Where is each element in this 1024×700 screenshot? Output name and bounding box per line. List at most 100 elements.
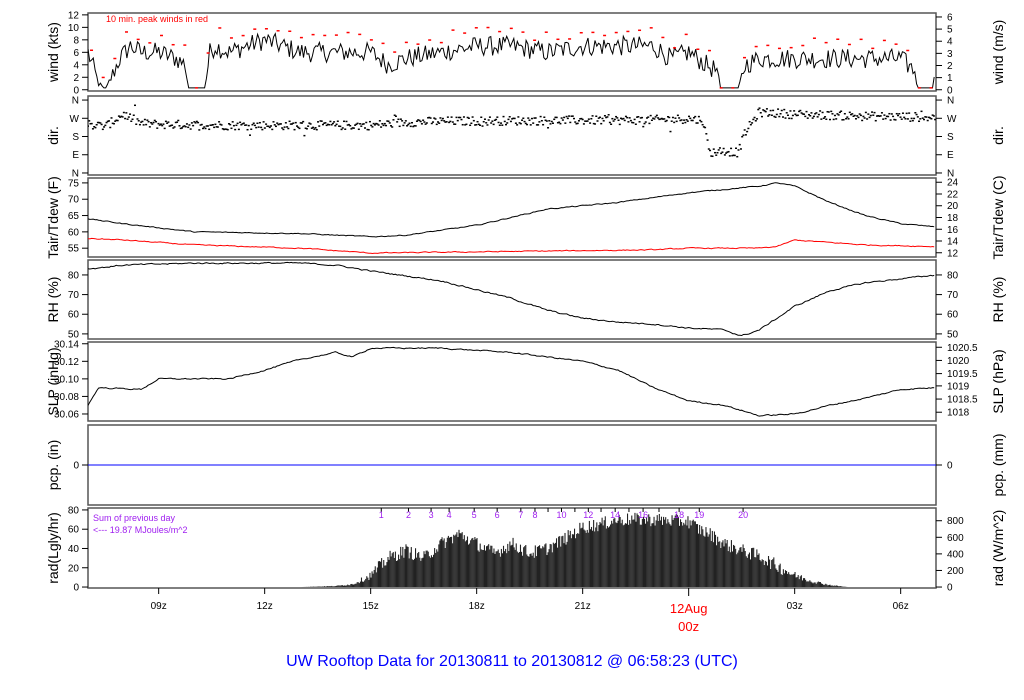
rad-left-tick-label: 20 <box>68 563 80 574</box>
dir-left-tick-label: E <box>72 150 79 161</box>
temp-left-axis-title: Tair/Tdew (F) <box>45 176 61 258</box>
pcp-right-axis-title: pcp. (mm) <box>990 434 1006 497</box>
wind-plot-frame <box>87 12 937 92</box>
dir-right-tick-label: N <box>947 168 954 179</box>
rad-left-tick-label: 60 <box>68 525 80 536</box>
wind-left-tick-label: 0 <box>73 85 79 96</box>
rad-sum-label: Sum of previous day <box>93 513 176 523</box>
x-tick-label: 06z <box>893 601 909 612</box>
slp-right-tick-label: 1018.5 <box>947 395 978 406</box>
hour-marker-label: 8 <box>532 510 537 520</box>
wind-right-tick-label: 5 <box>947 25 953 36</box>
wind-right-tick-label: 0 <box>947 85 953 96</box>
x-tick-label: 03z <box>787 601 803 612</box>
temp-right-tick-label: 16 <box>947 225 959 236</box>
wind-left-tick-label: 4 <box>73 60 79 71</box>
rh-left-tick-label: 50 <box>68 329 80 340</box>
rad-right-tick-label: 800 <box>947 516 964 527</box>
wind-right-axis-title: wind (m/s) <box>990 20 1006 86</box>
rh-right-tick-label: 70 <box>947 290 959 301</box>
wind-left-tick-label: 8 <box>73 35 79 46</box>
rh-right-tick-label: 80 <box>947 270 959 281</box>
rad-left-tick-label: 80 <box>68 505 80 516</box>
x-tick-label: 18z <box>469 601 485 612</box>
pcp-left-tick-label: 0 <box>73 461 79 472</box>
series-Tair <box>88 182 935 238</box>
hour-marker-label: 6 <box>495 510 500 520</box>
chart-title: UW Rooftop Data for 20130811 to 20130812… <box>286 653 738 670</box>
dir-right-tick-label: N <box>947 96 954 107</box>
slp-right-tick-label: 1018 <box>947 408 970 419</box>
rad-right-tick-label: 600 <box>947 533 964 544</box>
dir-left-tick-label: W <box>70 114 80 125</box>
temp-right-tick-label: 22 <box>947 189 959 200</box>
slp-left-tick-label: 30.10 <box>54 374 79 385</box>
rad-left-axis-title: rad(Lgly/hr) <box>45 512 61 584</box>
dir-left-tick-label: N <box>72 96 79 107</box>
slp-right-tick-label: 1019.5 <box>947 369 978 380</box>
pcp-right-tick-label: 0 <box>947 461 953 472</box>
pcp-left-axis-title: pcp. (in) <box>45 440 61 491</box>
slp-left-tick-label: 30.14 <box>54 339 79 350</box>
panel-rh: 50 60 70 80 50 60 70 80 RH (%) RH (%) <box>45 259 1006 340</box>
temp-right-tick-label: 12 <box>947 248 959 259</box>
x-tick-label: 12z <box>257 601 273 612</box>
wind-right-tick-label: 1 <box>947 73 953 84</box>
rh-plot-frame <box>87 259 937 340</box>
temp-right-tick-label: 18 <box>947 213 959 224</box>
x-tick-label: 15z <box>363 601 379 612</box>
temp-series-group <box>88 182 935 255</box>
hour-marker-label: 19 <box>694 510 704 520</box>
wind-series-group <box>88 26 935 89</box>
wind-right-tick-label: 4 <box>947 37 953 48</box>
hour-marker-label: 14 <box>610 510 620 520</box>
wind-left-tick-label: 12 <box>68 10 80 21</box>
temp-left-tick-label: 75 <box>68 178 80 189</box>
hour-marker-label: 5 <box>472 510 477 520</box>
dir-plot-frame <box>87 95 937 176</box>
panel-pcp: 0 0 pcp. (in) pcp. (mm) <box>45 424 1006 506</box>
x-tick-label: 21z <box>575 601 591 612</box>
slp-left-axis-title: SLP (inHg) <box>45 347 61 415</box>
hour-marker-label: 2 <box>406 510 411 520</box>
hour-marker-label: 10 <box>556 510 566 520</box>
slp-left-tick-label: 30.06 <box>54 409 79 420</box>
series-Tdew <box>88 237 935 255</box>
rh-left-tick-label: 60 <box>68 310 80 321</box>
temp-left-tick-label: 70 <box>68 195 80 206</box>
rad-left-tick-label: 0 <box>73 583 79 594</box>
slp-left-tick-label: 30.12 <box>54 357 79 368</box>
temp-right-tick-label: 20 <box>947 201 959 212</box>
rad-left-tick-label: 40 <box>68 544 80 555</box>
slp-series-group <box>88 346 935 417</box>
wind-left-axis-title: wind (kts) <box>45 22 61 83</box>
wind-left-tick-label: 10 <box>68 23 80 34</box>
slp-left-tick-label: 30.08 <box>54 392 79 403</box>
series-SLP <box>88 346 935 417</box>
dir-left-axis-title: dir. <box>45 126 61 145</box>
temp-right-tick-label: 14 <box>947 237 959 248</box>
temp-left-tick-label: 55 <box>68 244 80 255</box>
hour-marker-label: 20 <box>738 510 748 520</box>
slp-right-tick-label: 1020 <box>947 356 970 367</box>
slp-right-axis-title: SLP (hPa) <box>990 349 1006 413</box>
rad-sum-value: <--- 19.87 MJoules/m^2 <box>93 525 188 535</box>
rh-left-tick-label: 80 <box>68 270 80 281</box>
rh-left-tick-label: 70 <box>68 290 80 301</box>
temp-left-tick-label: 65 <box>68 211 80 222</box>
rad-right-tick-label: 0 <box>947 583 953 594</box>
hour-marker-label: 1 <box>379 510 384 520</box>
x-tick-label: 09z <box>151 601 167 612</box>
date-marker-time: 00z <box>678 619 699 634</box>
hour-marker-label: 4 <box>447 510 452 520</box>
dir-series-group <box>88 104 936 158</box>
dir-left-tick-label: N <box>72 168 79 179</box>
date-marker-date: 12Aug <box>670 601 708 616</box>
temp-right-axis-title: Tair/Tdew (C) <box>990 175 1006 259</box>
panel-slp: 30.0630.0830.1030.1230.1410181018.510191… <box>45 339 1006 422</box>
